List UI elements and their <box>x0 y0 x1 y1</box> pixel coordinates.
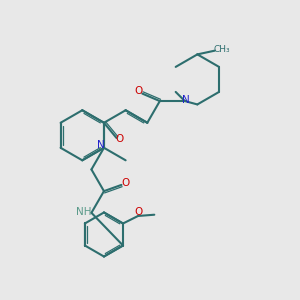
Text: O: O <box>134 207 143 217</box>
Text: O: O <box>135 86 143 96</box>
Text: N: N <box>97 140 104 150</box>
Text: O: O <box>116 134 124 144</box>
Text: O: O <box>121 178 129 188</box>
Text: N: N <box>182 94 190 105</box>
Text: NH: NH <box>76 207 92 217</box>
Text: CH₃: CH₃ <box>213 45 230 54</box>
